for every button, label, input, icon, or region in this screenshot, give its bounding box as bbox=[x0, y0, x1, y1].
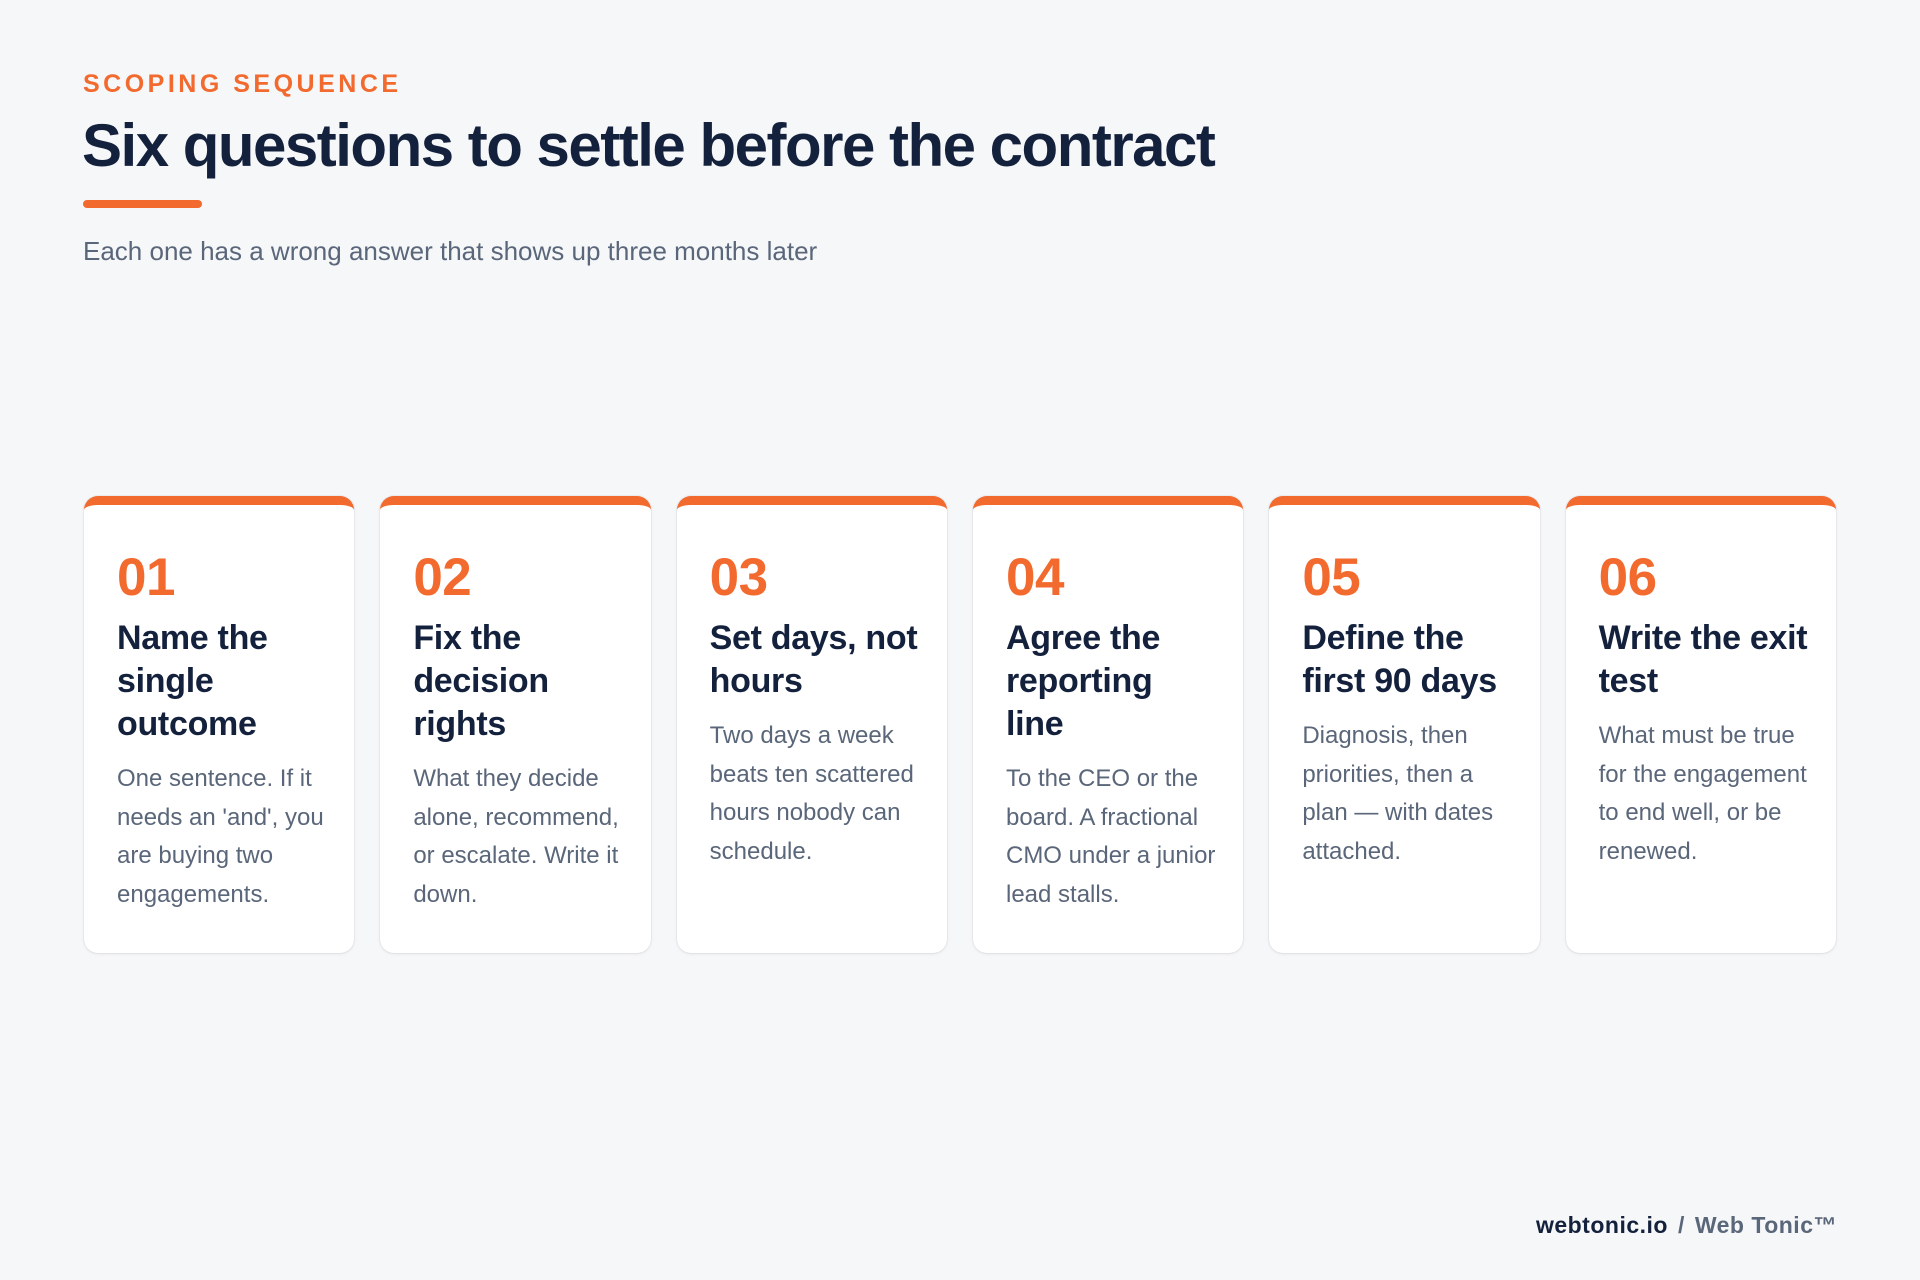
card-description: What must be true for the engagement to … bbox=[1598, 722, 1807, 865]
card-number: 06 bbox=[1598, 548, 1657, 607]
question-card-06: 06 Write the exit test What must be true… bbox=[1565, 496, 1836, 953]
question-card-05: 05 Define the first 90 days Diagnosis, t… bbox=[1269, 496, 1540, 953]
card-description: One sentence. If it needs an 'and', you … bbox=[117, 765, 324, 908]
card-title: Define the first 90 days bbox=[1302, 619, 1497, 700]
question-card-03: 03 Set days, not hours Two days a week b… bbox=[676, 496, 947, 953]
card-title: Agree the reporting line bbox=[1005, 619, 1161, 743]
page-subtitle: Each one has a wrong answer that shows u… bbox=[83, 236, 818, 266]
question-card-01: 01 Name the single outcome One sentence.… bbox=[84, 496, 355, 953]
footer-credit: webtonic.io / Web Tonic™ bbox=[1536, 1212, 1837, 1239]
question-card-02: 02 Fix the decision rights What they dec… bbox=[380, 496, 651, 953]
card-title: Write the exit test bbox=[1598, 619, 1808, 700]
card-number: 03 bbox=[709, 548, 768, 607]
card-title: Set days, not hours bbox=[709, 619, 918, 700]
card-number: 02 bbox=[413, 548, 472, 607]
card-number: 05 bbox=[1302, 548, 1361, 607]
card-description: Diagnosis, then priorities, then a plan … bbox=[1302, 722, 1494, 865]
eyebrow-label: SCOPING SEQUENCE bbox=[83, 70, 402, 98]
question-card-04: 04 Agree the reporting line To the CEO o… bbox=[972, 496, 1244, 953]
card-description: Two days a week beats ten scattered hour… bbox=[709, 722, 914, 865]
card-title: Name the single outcome bbox=[117, 619, 268, 743]
card-description: To the CEO or the board. A fractional CM… bbox=[1005, 765, 1216, 908]
card-description: What they decide alone, recommend, or es… bbox=[413, 765, 619, 908]
footer-domain: webtonic.io bbox=[1535, 1212, 1668, 1238]
footer-brand: Web Tonic™ bbox=[1694, 1212, 1837, 1238]
question-cards: 01 Name the single outcome One sentence.… bbox=[84, 496, 1836, 953]
title-underline bbox=[83, 200, 202, 208]
card-number: 01 bbox=[117, 548, 175, 607]
page-title: Six questions to settle before the contr… bbox=[82, 112, 1216, 179]
card-title: Fix the decision rights bbox=[413, 619, 549, 743]
card-number: 04 bbox=[1005, 548, 1064, 607]
footer-separator: / bbox=[1677, 1212, 1685, 1238]
